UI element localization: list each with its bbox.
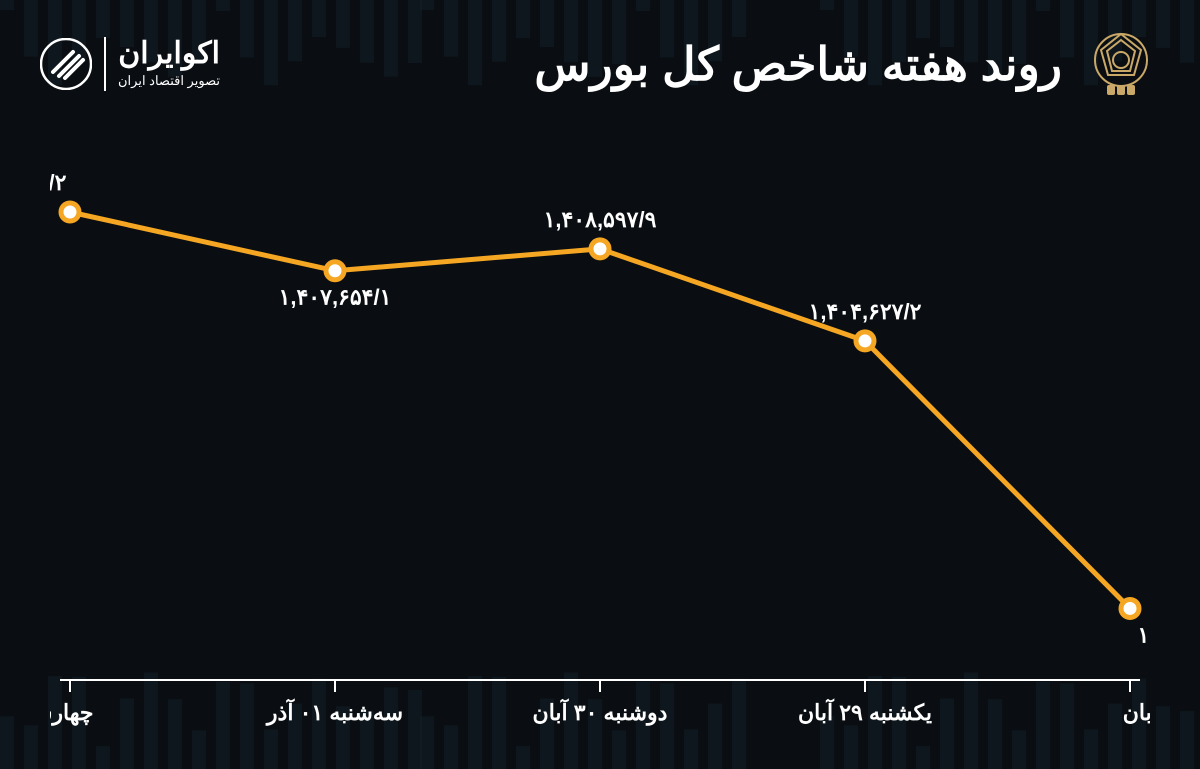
brand-divider [104, 37, 106, 91]
x-axis-label: دوشنبه ۳۰ آبان [533, 698, 668, 726]
chart-line [70, 212, 1130, 608]
brand-tagline: تصویر اقتصاد ایران [118, 73, 220, 89]
value-label: ۱,۴۰۸,۵۹۷/۹ [544, 207, 657, 232]
data-point [856, 332, 874, 350]
page-title: روند هفته شاخص کل بورس [534, 37, 1062, 91]
data-point [326, 262, 344, 280]
data-point [1121, 599, 1139, 617]
value-label: ۱,۴۱۰,۱۸۸/۲ [50, 170, 67, 195]
header: روند هفته شاخص کل بورس اکوایران تصویر اق… [0, 0, 1200, 113]
brand-name: اکوایران [118, 39, 220, 69]
exchange-seal-icon [1082, 25, 1160, 103]
line-chart: شنبه ۲۸ آبان یکشنبه ۲۹ آبان دوشنبه ۳۰ آبان… [50, 140, 1150, 739]
brand-logo-icon [40, 38, 92, 90]
x-axis-label: سه‌شنبه ۰۱ آذر [265, 698, 403, 726]
value-label: ۱,۴۰۴,۶۲۷/۲ [809, 299, 922, 324]
x-axis-label: چهارشنبه ۰۲ آذر [50, 698, 93, 726]
x-axis-label: یکشنبه ۲۹ آبان [798, 698, 932, 725]
data-point [591, 240, 609, 258]
brand-block: اکوایران تصویر اقتصاد ایران [40, 37, 220, 91]
value-label: ۱,۴۰۷,۶۵۴/۱ [279, 285, 392, 310]
value-label: ۱,۳۹۳,۰۸۶ [1138, 622, 1150, 647]
data-point [61, 203, 79, 221]
x-axis-label: شنبه ۲۸ آبان [1123, 698, 1150, 725]
